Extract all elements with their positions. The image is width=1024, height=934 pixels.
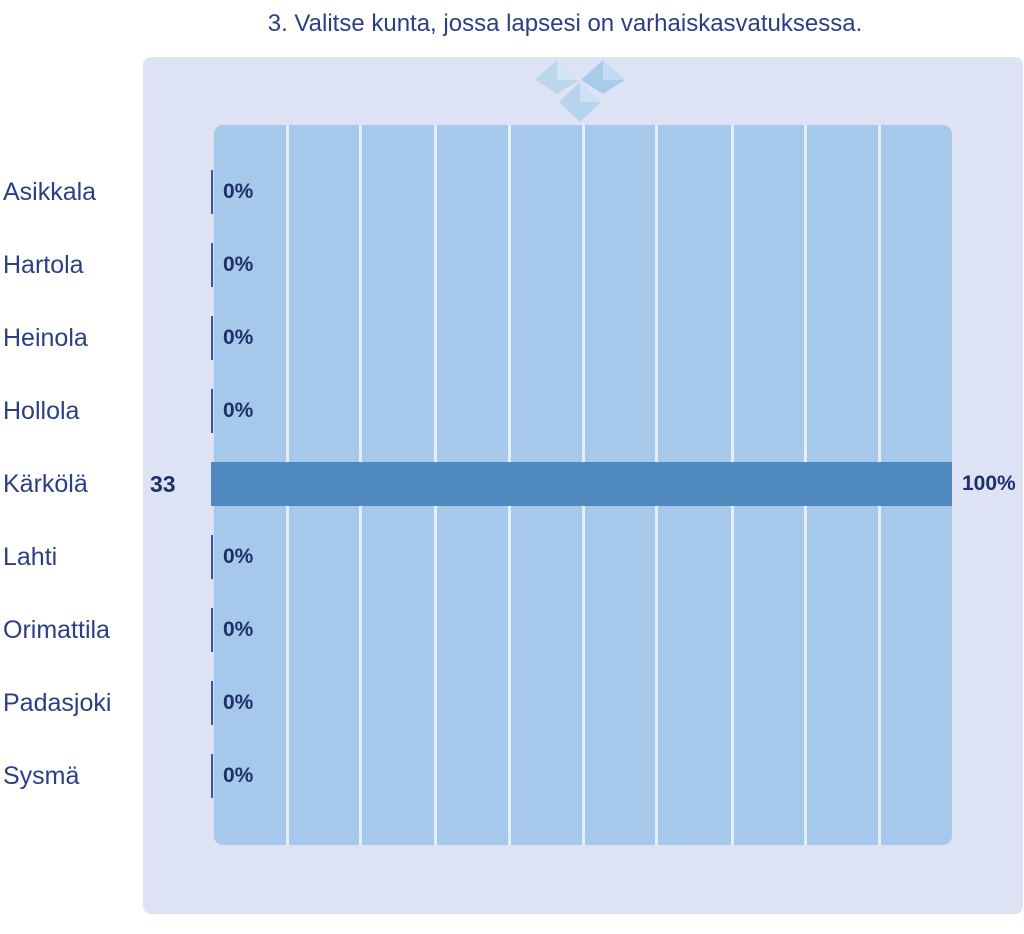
category-label: Kärkölä: [3, 470, 88, 498]
bar: [211, 389, 213, 433]
value-label: 0%: [223, 545, 254, 568]
count-label: 33: [150, 471, 176, 497]
bar: [211, 754, 213, 798]
bar: [211, 243, 213, 287]
category-label: Orimattila: [3, 616, 110, 644]
value-label: 0%: [223, 691, 254, 714]
category-label: Hartola: [3, 251, 84, 279]
bar: [211, 316, 213, 360]
category-label: Heinola: [3, 324, 88, 352]
diamond-logo-icon: [535, 60, 625, 122]
value-label: 0%: [223, 253, 254, 276]
chart-title: 3. Valitse kunta, jossa lapsesi on varha…: [267, 10, 863, 37]
value-label: 0%: [223, 618, 254, 641]
category-label: Sysmä: [3, 762, 80, 790]
bar: [211, 535, 213, 579]
category-label: Lahti: [3, 543, 58, 571]
bar: [211, 681, 213, 725]
bar: [211, 462, 952, 506]
category-label: Asikkala: [3, 178, 97, 206]
bar: [211, 608, 213, 652]
category-label: Hollola: [3, 397, 80, 425]
value-label: 0%: [223, 180, 254, 203]
value-label: 100%: [962, 472, 1016, 495]
value-label: 0%: [223, 326, 254, 349]
value-label: 0%: [223, 399, 254, 422]
value-label: 0%: [223, 764, 254, 787]
bar: [211, 170, 213, 214]
category-label: Padasjoki: [3, 689, 112, 717]
